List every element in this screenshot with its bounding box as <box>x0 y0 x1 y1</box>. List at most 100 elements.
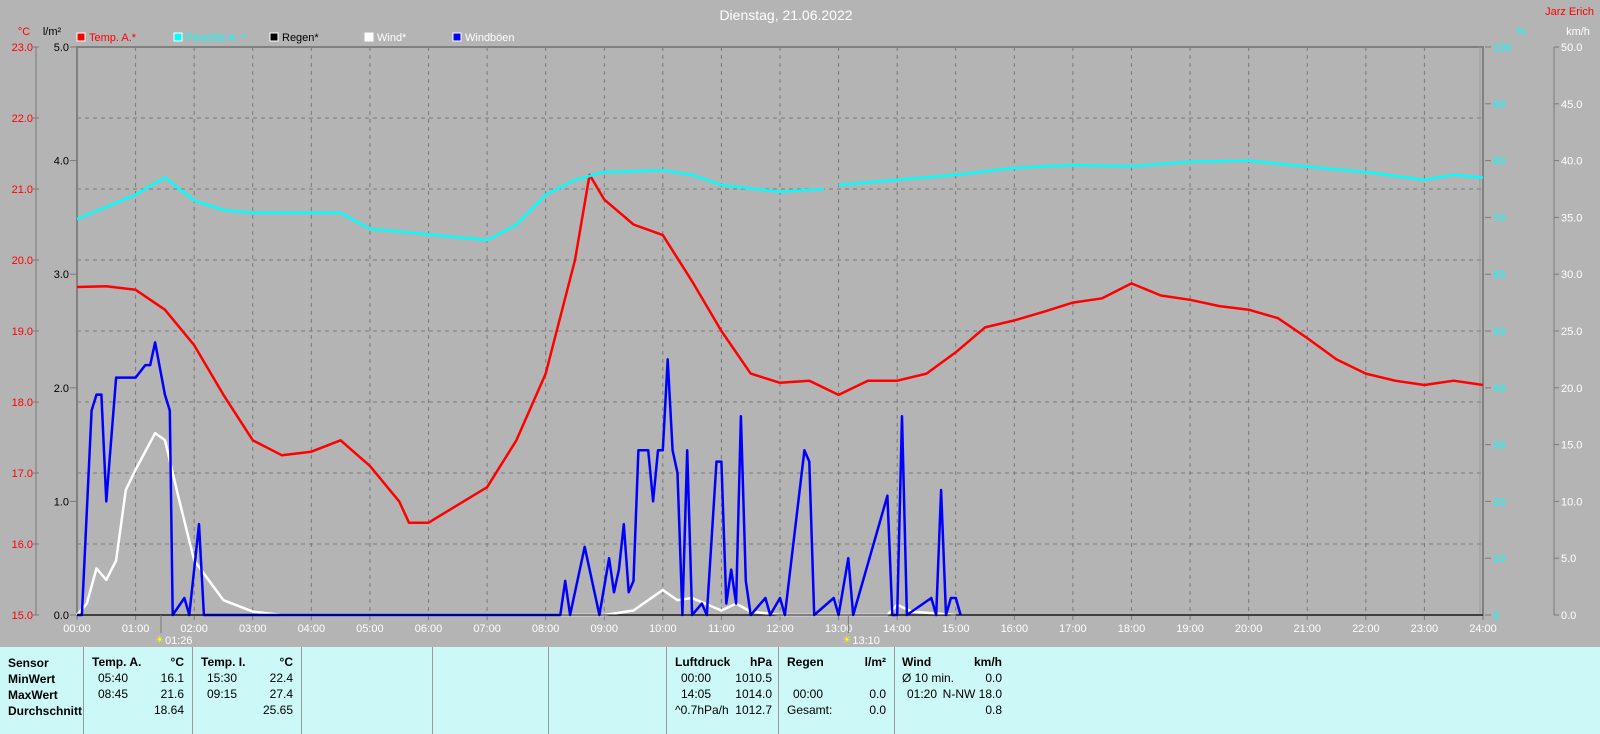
x-tick-label: 07:00 <box>473 623 501 635</box>
x-tick-label: 13:00 <box>825 623 853 635</box>
temp-tick-label: 16.0 <box>12 539 33 551</box>
series-line-feuchte-a <box>76 169 824 242</box>
legend-label: Windböen <box>465 32 515 44</box>
x-tick-label: 06:00 <box>415 623 443 635</box>
humidity-tick-label: 10 <box>1493 553 1505 565</box>
temp-tick-label: 23.0 <box>12 42 33 54</box>
series-line-feuchte-a <box>838 159 1484 187</box>
wind-unit: km/h <box>973 655 1002 669</box>
rain-tick-label: 2.0 <box>54 383 69 395</box>
temp-a-column: Temp. A. °C 05:40 16.1 08:45 21.6 18.64 <box>84 647 193 734</box>
wind-tick-label: 15.0 <box>1561 440 1582 452</box>
marker-time-label: 13:10 <box>852 635 880 647</box>
temp-i-column: Temp. I. °C 15:30 22.4 09:15 27.4 25.65 <box>193 647 302 734</box>
legend-label: Temp. A.* <box>89 32 137 44</box>
author-label: Jarz Erich <box>1545 6 1594 18</box>
x-tick-label: 09:00 <box>590 623 618 635</box>
wind-column: Wind km/h Ø 10 min. 0.0 01:20 N-NW 18.0 … <box>895 647 1010 734</box>
series-line-windb-en <box>77 341 962 617</box>
legend-label: Regen* <box>282 32 319 44</box>
temp-tick-label: 20.0 <box>12 255 33 267</box>
wind-axis-unit: km/h <box>1566 26 1590 38</box>
x-tick-label: 08:00 <box>532 623 560 635</box>
wind-tick-label: 10.0 <box>1561 496 1582 508</box>
humidity-tick-label: 30 <box>1493 440 1505 452</box>
wind-r1: 0.0 <box>985 671 1002 685</box>
x-tick-label: 05:00 <box>356 623 384 635</box>
pressure-r3-label: ^0.7hPa/h <box>675 703 729 717</box>
wind-r2-label: 01:20 <box>907 687 938 701</box>
pressure-r2: 1014.0 <box>735 687 772 701</box>
sensor-header: Sensor <box>8 656 49 670</box>
temp-tick-label: 21.0 <box>12 184 33 196</box>
wind-tick-label: 50.0 <box>1561 42 1582 54</box>
rain-tick-label: 4.0 <box>54 156 69 168</box>
humidity-tick-label: 100 <box>1493 42 1511 54</box>
temp-i-min: 22.4 <box>269 671 293 685</box>
empty-column-3 <box>549 647 667 734</box>
rain-tick-label: 3.0 <box>54 269 69 281</box>
rain-r2: 0.0 <box>869 687 886 701</box>
wind-r1-label: Ø 10 min. <box>902 671 955 685</box>
rain-column: Regen l/m² 00:00 0.0 Gesamt: 0.0 <box>779 647 895 734</box>
humidity-tick-label: 60 <box>1493 269 1505 281</box>
x-tick-label: 15:00 <box>942 623 970 635</box>
x-tick-label: 14:00 <box>883 623 911 635</box>
temp-i-min-time: 15:30 <box>207 671 238 685</box>
pressure-unit: hPa <box>749 655 772 669</box>
temp-a-avg: 18.64 <box>153 703 184 717</box>
temp-tick-label: 18.0 <box>12 397 33 409</box>
humidity-tick-label: 0 <box>1493 610 1499 622</box>
rain-tick-label: 0.0 <box>54 610 69 622</box>
summary-table: Sensor MinWert MaxWert Durchschnitt Temp… <box>0 647 1600 734</box>
temp-i-title: Temp. I. <box>201 655 246 669</box>
humidity-tick-label: 80 <box>1493 156 1505 168</box>
x-tick-label: 12:00 <box>766 623 794 635</box>
legend-swatch <box>173 32 183 42</box>
durchschnitt-label: Durchschnitt <box>8 704 83 718</box>
temp-axis-unit: °C <box>18 26 30 38</box>
wind-tick-label: 25.0 <box>1561 326 1582 338</box>
minwert-label: MinWert <box>8 672 56 686</box>
x-tick-label: 17:00 <box>1059 623 1087 635</box>
rain-unit: l/m² <box>864 655 886 669</box>
x-tick-label: 02:00 <box>180 623 208 635</box>
rain-r3: 0.0 <box>869 703 886 717</box>
rain-r3-label: Gesamt: <box>787 703 833 717</box>
series-line-temp-a <box>76 173 1484 524</box>
legend-swatch <box>452 32 462 42</box>
temp-a-min-time: 05:40 <box>98 671 129 685</box>
x-tick-label: 11:00 <box>708 623 735 635</box>
maxwert-label: MaxWert <box>8 688 58 702</box>
x-tick-label: 03:00 <box>239 623 267 635</box>
wind-tick-label: 45.0 <box>1561 99 1582 111</box>
pressure-r2-label: 14:05 <box>681 687 712 701</box>
temp-a-unit: °C <box>170 655 184 669</box>
rain-tick-label: 1.0 <box>54 496 69 508</box>
temp-a-max: 21.6 <box>160 687 184 701</box>
temp-tick-label: 22.0 <box>12 113 33 125</box>
pressure-r3: 1012.7 <box>735 703 772 717</box>
x-tick-label: 18:00 <box>1118 623 1146 635</box>
wind-tick-label: 40.0 <box>1561 156 1582 168</box>
legend-swatch <box>76 32 86 42</box>
sunset-icon: ☀ <box>842 635 851 646</box>
humidity-tick-label: 50 <box>1493 326 1505 338</box>
x-tick-label: 04:00 <box>298 623 326 635</box>
rain-tick-label: 5.0 <box>54 42 69 54</box>
humidity-tick-label: 20 <box>1493 496 1505 508</box>
rain-axis-unit: l/m² <box>43 26 62 38</box>
empty-column-1 <box>302 647 433 734</box>
chart-title: Dienstag, 21.06.2022 <box>719 7 852 23</box>
temp-i-unit: °C <box>279 655 293 669</box>
temp-tick-label: 17.0 <box>12 468 33 480</box>
x-tick-label: 19:00 <box>1176 623 1204 635</box>
x-tick-label: 16:00 <box>1001 623 1029 635</box>
x-tick-label: 10:00 <box>649 623 677 635</box>
temp-i-avg: 25.65 <box>262 703 293 717</box>
legend-label: Wind* <box>377 32 407 44</box>
wind-tick-label: 0.0 <box>1561 610 1576 622</box>
sensor-labels-column: Sensor MinWert MaxWert Durchschnitt <box>0 647 84 734</box>
wind-r2: N-NW 18.0 <box>942 687 1002 701</box>
wind-tick-label: 5.0 <box>1561 553 1576 565</box>
